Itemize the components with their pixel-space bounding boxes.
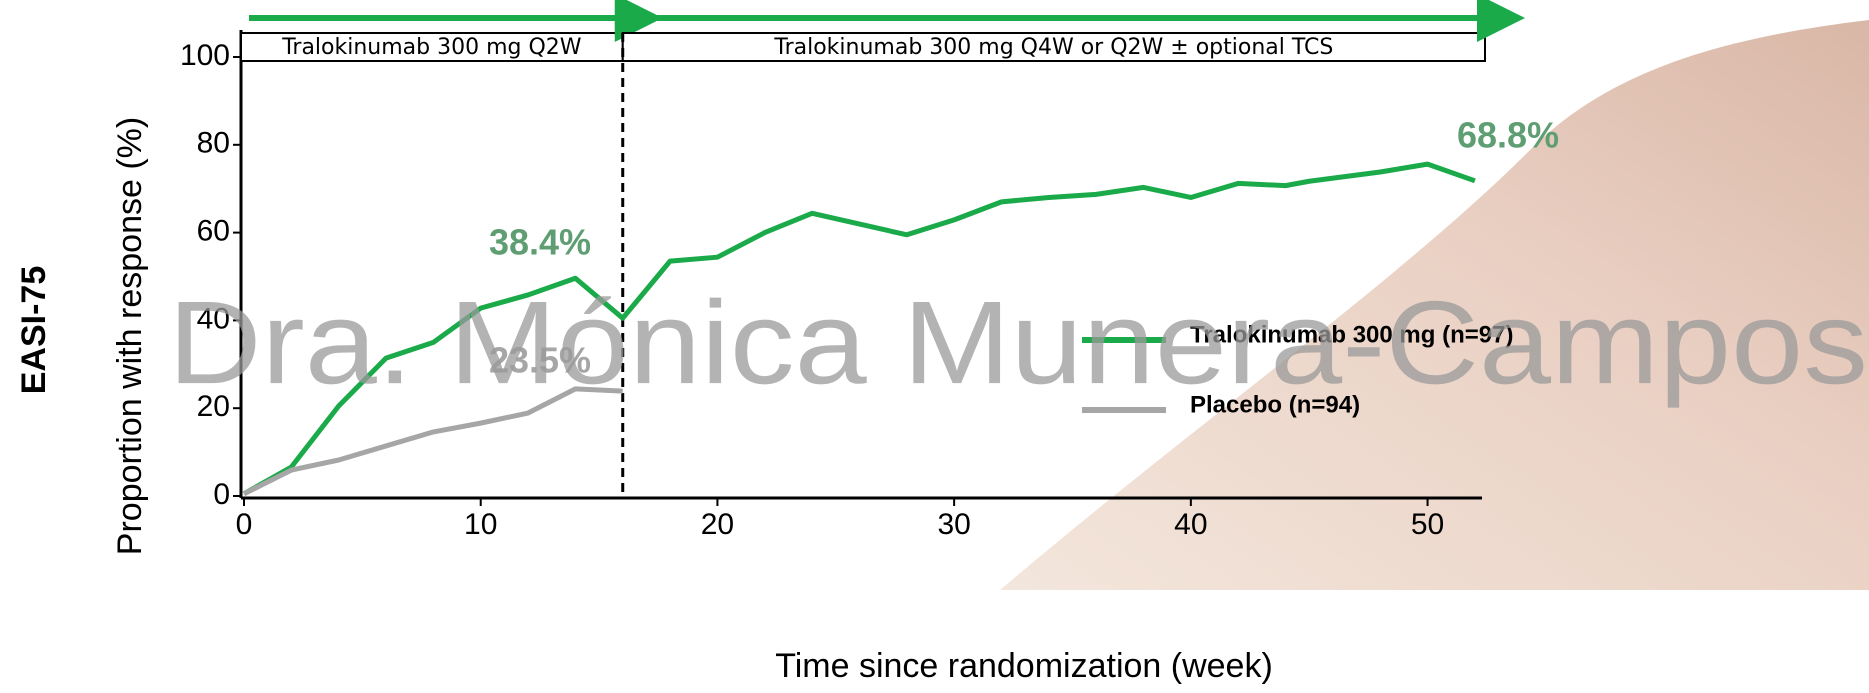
legend-label: Placebo (n=94) <box>1190 391 1360 418</box>
legend-label: Tralokinumab 300 mg (n=97) <box>1190 321 1513 348</box>
phase-label: Tralokinumab 300 mg Q2W <box>281 35 582 60</box>
annotation: 68.8% <box>1457 115 1559 156</box>
x-tick-label: 20 <box>701 508 734 541</box>
row-label: EASI-75 <box>15 266 53 395</box>
annotation: 23.5% <box>489 340 591 381</box>
y-tick-label: 60 <box>197 215 230 248</box>
x-tick-label: 0 <box>236 508 253 541</box>
y-axis-title: Proportion with response (%) <box>111 117 149 555</box>
y-tick-label: 80 <box>197 127 230 160</box>
y-tick-label: 100 <box>180 39 230 72</box>
x-axis-title: Time since randomization (week) <box>775 647 1273 685</box>
annotation: 38.4% <box>489 222 591 263</box>
background-photo <box>1000 20 1869 590</box>
y-tick-label: 40 <box>197 302 230 335</box>
series-line <box>242 386 623 497</box>
x-tick-label: 10 <box>464 508 497 541</box>
phase-label: Tralokinumab 300 mg Q4W or Q2W ± optiona… <box>773 35 1333 60</box>
y-tick-label: 20 <box>197 390 230 423</box>
x-tick-label: 30 <box>937 508 970 541</box>
phase-box <box>621 32 1486 62</box>
x-tick-label: 40 <box>1174 508 1207 541</box>
watermark: Dra. Mónica Munera-Campos <box>168 277 1868 409</box>
y-tick-label: 0 <box>213 478 230 511</box>
x-tick-label: 50 <box>1411 508 1444 541</box>
series-line <box>242 161 1476 496</box>
